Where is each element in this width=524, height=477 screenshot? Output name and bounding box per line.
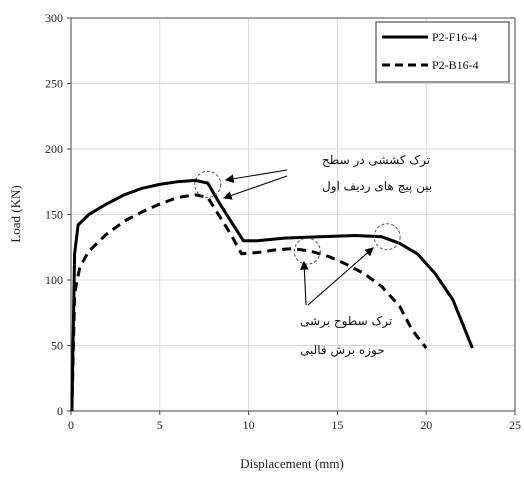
annotation-2-line-1: ترک سطوح برشی [300, 314, 392, 329]
annotation-arrow-3 [299, 260, 309, 306]
x-tick-label: 5 [157, 418, 163, 432]
annotation-arrows [222, 169, 374, 306]
series-line-2 [70, 193, 428, 412]
y-tick-label: 50 [51, 339, 63, 353]
annotation-1-line-2: بین پیچ های ردیف اول [322, 179, 432, 194]
series-layer [70, 178, 474, 412]
annotation-2-line-2: حوزه برش قالبی [300, 343, 385, 358]
y-tick-label: 200 [45, 142, 63, 156]
failure-circle [194, 170, 222, 198]
plot-area-frame [70, 17, 516, 412]
annotations: ترک کششی در سطح بین پیچ های ردیف اول ترک… [300, 153, 432, 358]
y-tick-label: 300 [45, 11, 63, 25]
failure-circle [373, 223, 401, 251]
annotation-arrow-1 [224, 169, 288, 184]
x-tick-label: 20 [420, 418, 432, 432]
x-tick-label: 25 [509, 418, 521, 432]
y-tick-label: 0 [57, 404, 63, 418]
y-tick-label: 150 [45, 208, 63, 222]
x-tick-label: 10 [243, 418, 255, 432]
annotation-arrow-4 [307, 247, 374, 306]
y-axis-label: Load (KN) [8, 185, 23, 242]
legend-box [375, 21, 510, 83]
annotation-1-line-1: ترک کششی در سطح [322, 153, 430, 168]
legend: P2-F16-4 P2-B16-4 [375, 21, 510, 83]
x-axis-label: Displacement (mm) [240, 456, 344, 471]
y-tick-label: 100 [45, 273, 63, 287]
series-line-1 [70, 178, 474, 412]
x-tick-label: 15 [331, 418, 343, 432]
x-tick-label: 0 [68, 418, 74, 432]
legend-label-series-1: P2-F16-4 [432, 30, 477, 44]
annotation-arrow-2 [222, 175, 288, 200]
legend-label-series-2: P2-B16-4 [432, 58, 479, 72]
y-tick-label: 250 [45, 77, 63, 91]
